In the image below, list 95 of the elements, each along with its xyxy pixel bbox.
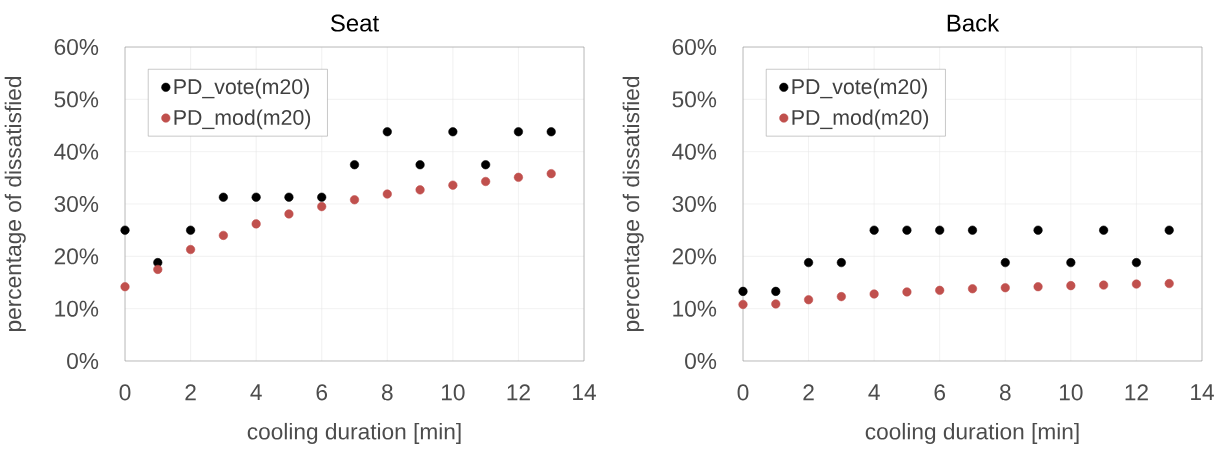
point — [218, 192, 228, 202]
point — [546, 127, 556, 137]
point — [317, 192, 327, 202]
point — [869, 289, 879, 299]
y-tick-label: 20% — [672, 248, 717, 265]
point — [771, 286, 781, 296]
x-tick-label: 10 — [441, 384, 465, 401]
point — [1066, 258, 1076, 268]
point — [382, 189, 392, 199]
y-axis-title: percentage of dissatisfied — [4, 76, 26, 332]
x-tick-label: 0 — [119, 384, 131, 401]
y-tick-label: 10% — [673, 300, 717, 317]
point — [935, 285, 945, 295]
point — [120, 282, 130, 292]
x-tick-label: 10 — [1059, 384, 1083, 401]
legend-label: PD_vote(m20) — [174, 78, 309, 99]
x-tick-label: 4 — [868, 384, 880, 400]
point — [186, 244, 196, 255]
point — [349, 195, 360, 205]
x-tick-label: 14 — [1191, 384, 1214, 400]
point — [902, 287, 912, 297]
x-tick-label: 0 — [737, 384, 749, 401]
x-tick-label: 14 — [573, 384, 596, 400]
x-axis-title: cooling duration [min] — [865, 422, 1079, 445]
point — [186, 225, 196, 235]
point — [1066, 281, 1076, 291]
point — [935, 225, 945, 235]
point — [1131, 258, 1141, 268]
point — [481, 176, 491, 187]
point — [284, 192, 294, 202]
chart-title: Seat — [330, 14, 380, 32]
y-tick-label: 50% — [54, 91, 99, 108]
x-tick-label: 12 — [1125, 384, 1148, 401]
point — [967, 225, 978, 235]
point — [804, 295, 814, 305]
point — [869, 225, 879, 235]
point — [251, 219, 261, 229]
point — [1000, 283, 1010, 293]
point — [1099, 280, 1109, 290]
point — [1164, 225, 1174, 235]
point — [546, 169, 556, 179]
y-tick-label: 0% — [685, 352, 717, 370]
y-tick-label: 60% — [54, 38, 99, 56]
legend-label: PD_mod(m20) — [174, 109, 311, 130]
y-tick-label: 10% — [55, 300, 99, 317]
point — [513, 172, 523, 182]
point — [738, 286, 748, 296]
point — [1000, 258, 1010, 268]
x-tick-label: 8 — [999, 384, 1011, 401]
x-tick-label: 2 — [803, 384, 814, 401]
y-tick-label: 0% — [67, 352, 99, 370]
point — [153, 264, 163, 274]
point — [284, 209, 294, 219]
point — [1033, 225, 1043, 235]
y-tick-label: 50% — [672, 91, 717, 108]
point — [513, 127, 523, 137]
point — [120, 225, 130, 235]
point — [218, 230, 228, 240]
legend-label: PD_mod(m20) — [792, 109, 929, 130]
point — [448, 127, 458, 137]
chart-title: Back — [947, 14, 1000, 32]
y-tick-label: 30% — [54, 195, 99, 213]
point — [1099, 225, 1109, 235]
y-tick-label: 40% — [54, 143, 99, 160]
y-axis-title: percentage of dissatisfied — [622, 76, 644, 332]
y-tick-label: 30% — [672, 195, 717, 213]
y-tick-label: 20% — [54, 248, 99, 265]
point — [804, 258, 814, 268]
x-tick-label: 2 — [185, 384, 196, 401]
point — [902, 225, 912, 235]
point — [481, 160, 491, 170]
point — [415, 185, 425, 195]
y-tick-label: 40% — [672, 143, 717, 160]
point — [836, 258, 846, 268]
x-tick-label: 6 — [316, 384, 328, 401]
point — [1033, 282, 1043, 292]
point — [448, 180, 458, 190]
point — [771, 299, 781, 309]
point — [836, 292, 846, 302]
point — [1164, 279, 1174, 289]
point — [738, 299, 748, 310]
x-tick-label: 4 — [250, 384, 262, 400]
x-tick-label: 8 — [381, 384, 393, 401]
point — [415, 160, 425, 170]
point — [382, 127, 392, 137]
point — [349, 160, 360, 170]
point — [1131, 279, 1141, 289]
point — [317, 202, 327, 212]
legend-label: PD_vote(m20) — [792, 78, 927, 99]
x-tick-label: 6 — [934, 384, 946, 401]
y-tick-label: 60% — [672, 38, 717, 56]
point — [251, 192, 261, 202]
x-axis-title: cooling duration [min] — [247, 422, 461, 445]
x-tick-label: 12 — [507, 384, 530, 401]
point — [967, 284, 978, 294]
